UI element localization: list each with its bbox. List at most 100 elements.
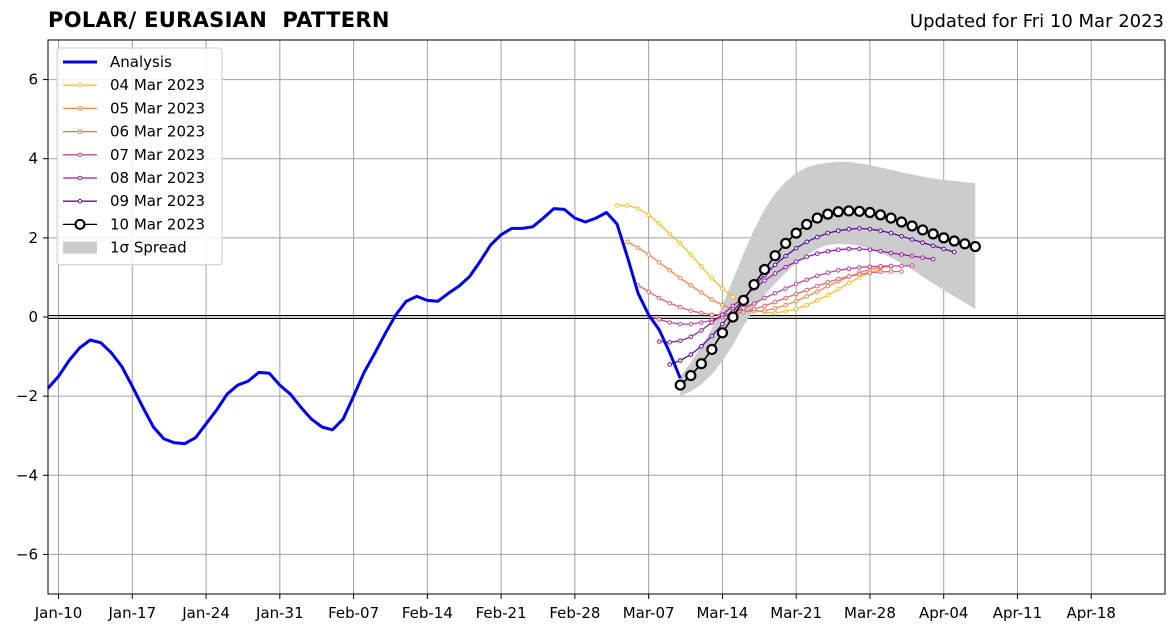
legend-label: 04 Mar 2023 (110, 76, 205, 94)
forecast-point (888, 230, 894, 236)
x-tick-label: Jan-17 (107, 604, 156, 622)
forecast-point (699, 310, 704, 316)
x-tick-label: Feb-21 (476, 604, 527, 622)
forecast-point (930, 243, 936, 249)
forecast-point (772, 310, 778, 316)
forecast-point (769, 250, 781, 262)
forecast-point (836, 287, 841, 292)
legend-entry: 10 Mar 2023 (63, 215, 205, 233)
x-tick-label: Mar-21 (770, 604, 822, 622)
forecast-point (762, 295, 767, 301)
forecast-point (888, 250, 894, 256)
y-tick-label: 2 (28, 229, 38, 247)
x-tick-label: Mar-07 (623, 604, 675, 622)
forecast-point (857, 246, 862, 252)
forecast-point (695, 358, 707, 370)
legend-label: 07 Mar 2023 (110, 146, 205, 164)
forecast-point (793, 306, 799, 312)
forecast-point (751, 301, 757, 306)
forecast-point (741, 309, 746, 315)
forecast-point (772, 299, 778, 305)
forecast-point (846, 266, 852, 272)
forecast-point (656, 295, 662, 301)
forecast-point (667, 320, 673, 325)
forecast-point (793, 259, 799, 264)
legend-entry: Analysis (63, 53, 172, 71)
y-tick-label: −4 (16, 466, 38, 484)
forecast-point (706, 343, 718, 356)
x-axis: Jan-10 Jan-17 Jan-24 Jan-31 Feb-07 Feb-14 Feb-… (34, 594, 1116, 622)
forecast-point (656, 317, 662, 322)
forecast-point (864, 206, 876, 219)
forecast-point (762, 308, 767, 313)
forecast-point (677, 338, 683, 344)
forecast-point (793, 245, 799, 251)
forecast-point (709, 312, 715, 317)
legend-entry: 04 Mar 2023 (63, 76, 205, 94)
legend-label: 09 Mar 2023 (110, 192, 205, 210)
forecast-point (635, 245, 641, 251)
x-tick-label: Feb-07 (328, 604, 379, 622)
legend-entry: 06 Mar 2023 (63, 123, 205, 141)
legend: Analysis 04 Mar 2023 05 Mar 2023 06 Mar 202… (56, 47, 223, 266)
spread-band (680, 161, 976, 397)
forecast-point (804, 287, 810, 293)
legend-marker (77, 106, 83, 111)
x-tick-label: Jan-31 (255, 604, 304, 622)
y-tick-label: 6 (28, 71, 38, 89)
forecast-point (646, 289, 651, 294)
legend-label: 1σ Spread (110, 239, 187, 257)
forecast-point (888, 263, 894, 269)
forecast-point (846, 246, 852, 252)
forecast-point (699, 343, 704, 349)
forecast-point (885, 212, 897, 224)
forecast-point (874, 209, 887, 221)
forecast-point (948, 235, 960, 247)
x-tick-label: Apr-04 (919, 604, 969, 622)
forecast-series-2023-03-10 (674, 205, 981, 391)
forecast-point (709, 297, 715, 302)
legend-entry: 1σ Spread (63, 239, 187, 257)
forecast-point (814, 298, 820, 303)
forecast-point (867, 270, 873, 275)
forecast-point (730, 303, 736, 309)
forecast-point (688, 283, 694, 288)
forecast-point (846, 226, 852, 232)
chart-subtitle: Updated for Fri 10 Mar 2023 (909, 11, 1164, 32)
forecast-point (888, 269, 894, 274)
forecast-point (804, 239, 810, 245)
forecast-point (814, 283, 820, 289)
forecast-point (927, 228, 939, 240)
forecast-point (920, 255, 925, 260)
forecast-point (899, 263, 904, 269)
forecast-point (727, 311, 739, 323)
forecast-point (783, 309, 788, 314)
forecast-point (814, 234, 820, 240)
forecast-point (857, 226, 862, 231)
y-tick-label: 4 (28, 150, 38, 168)
forecast-point (878, 264, 883, 269)
forecast-point (667, 231, 673, 237)
forecast-line (669, 227, 955, 366)
forecast-point (804, 294, 810, 299)
forecast-point (909, 237, 915, 242)
forecast-point (814, 251, 820, 256)
forecast-point (857, 271, 862, 277)
forecast-point (772, 271, 778, 276)
forecast-point (938, 232, 950, 244)
forecast-point (804, 302, 810, 308)
forecast-series-2023-03-09 (667, 226, 957, 367)
legend-label: 05 Mar 2023 (110, 99, 205, 117)
forecast-point (709, 333, 715, 339)
legend-entry: 07 Mar 2023 (63, 146, 205, 164)
y-tick-label: 0 (28, 308, 38, 326)
forecast-point (836, 247, 841, 253)
forecast-point (895, 216, 908, 228)
forecast-point (716, 327, 729, 339)
x-tick-label: Mar-14 (696, 604, 748, 622)
forecast-point (667, 300, 673, 306)
forecast-point (899, 269, 904, 274)
forecast-point (677, 304, 683, 310)
forecast-point (772, 262, 778, 268)
